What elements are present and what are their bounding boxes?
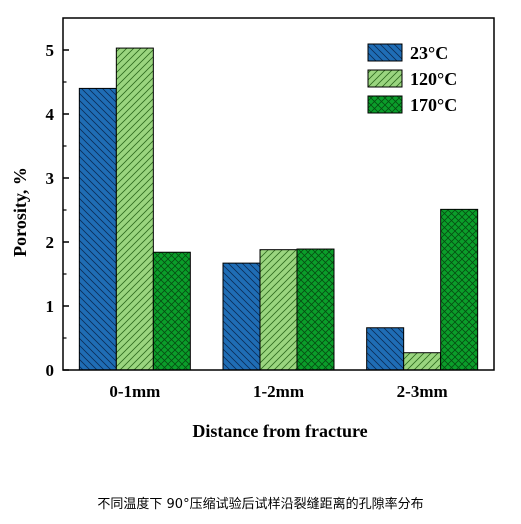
legend-item: 23°C (367, 43, 448, 63)
bar-hatch (403, 352, 442, 371)
y-tick-label: 5 (46, 41, 55, 60)
y-tick-label: 2 (46, 233, 55, 252)
legend-swatch-hatch (367, 43, 403, 62)
legend-item: 170°C (367, 95, 457, 115)
y-axis-label: Porosity, % (10, 167, 30, 257)
x-axis-label: Distance from fracture (192, 421, 367, 441)
legend-swatch-hatch (367, 95, 403, 114)
bar-hatch (222, 262, 261, 371)
figure-caption: 不同温度下 90°压缩试验后试样沿裂缝距离的孔隙率分布 (97, 497, 424, 512)
porosity-bar-chart: 0 1 2 3 4 5 0-1mm 1-2mm 2-3mm 23°C 120°C 170°C Dis… (10, 17, 495, 441)
bar-170°C-1-2mm (296, 248, 335, 371)
x-tick-label: 2-3mm (397, 382, 448, 401)
bar-170°C-0-1mm (152, 251, 191, 371)
plot-frame (62, 17, 495, 371)
bar-120°C-2-3mm (403, 352, 442, 371)
legend-label: 170°C (410, 95, 457, 115)
y-tick-label: 3 (46, 169, 55, 188)
axes-layer: 0 1 2 3 4 5 0-1mm 1-2mm 2-3mm (46, 17, 495, 401)
bar-120°C-0-1mm (115, 47, 154, 371)
bar-170°C-2-3mm (440, 208, 479, 371)
bar-hatch (259, 249, 298, 371)
bar-120°C-1-2mm (259, 249, 298, 371)
x-tick-label: 0-1mm (109, 382, 160, 401)
y-tick-label: 0 (46, 361, 55, 380)
legend-swatch-hatch (367, 69, 403, 88)
bar-23°C-2-3mm (366, 327, 405, 371)
x-tick-label: 1-2mm (253, 382, 304, 401)
bar-hatch (366, 327, 405, 371)
bar-23°C-0-1mm (78, 87, 117, 371)
legend-label: 23°C (410, 43, 448, 63)
bar-hatch (78, 87, 117, 371)
legend-item: 120°C (367, 69, 457, 89)
bar-hatch (440, 208, 479, 371)
bar-hatch (152, 251, 191, 371)
legend: 23°C 120°C 170°C (367, 43, 457, 115)
bar-hatch (115, 47, 154, 371)
legend-label: 120°C (410, 69, 457, 89)
bar-23°C-1-2mm (222, 262, 261, 371)
bar-hatch (296, 248, 335, 371)
bars-layer (78, 47, 479, 371)
y-tick-label: 1 (46, 297, 55, 316)
y-tick-label: 4 (46, 105, 55, 124)
